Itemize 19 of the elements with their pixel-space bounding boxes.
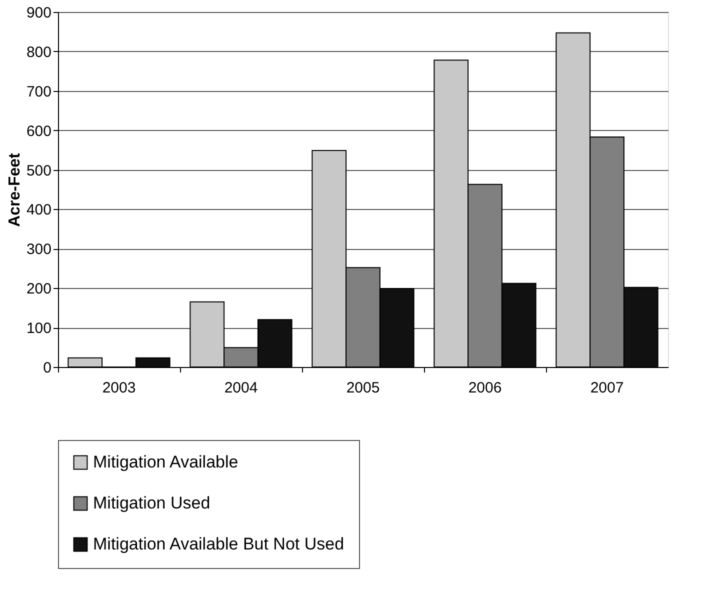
y-tick-label: 300 — [26, 241, 52, 258]
x-tick-label: 2007 — [590, 380, 624, 396]
y-axis-title: Acre-Feet — [6, 152, 24, 227]
y-tick-label: 700 — [26, 83, 52, 100]
legend-label: Mitigation Available But Not Used — [93, 534, 344, 554]
legend-label: Mitigation Used — [93, 494, 210, 512]
y-tick-label: 800 — [26, 44, 52, 61]
y-tick-label: 200 — [26, 280, 52, 298]
x-tick-label: 2003 — [102, 380, 136, 396]
x-tick-label: 2006 — [468, 380, 502, 396]
y-tick-label: 900 — [26, 4, 52, 22]
y-tick-label: 0 — [43, 360, 52, 376]
legend-label: Mitigation Available — [93, 452, 238, 472]
y-tick-label: 500 — [26, 162, 52, 180]
x-tick-label: 2004 — [224, 380, 258, 396]
y-tick-label: 600 — [26, 122, 52, 140]
x-tick-label: 2005 — [346, 380, 380, 396]
y-tick-label: 100 — [26, 320, 52, 338]
y-tick-label: 400 — [26, 202, 52, 219]
